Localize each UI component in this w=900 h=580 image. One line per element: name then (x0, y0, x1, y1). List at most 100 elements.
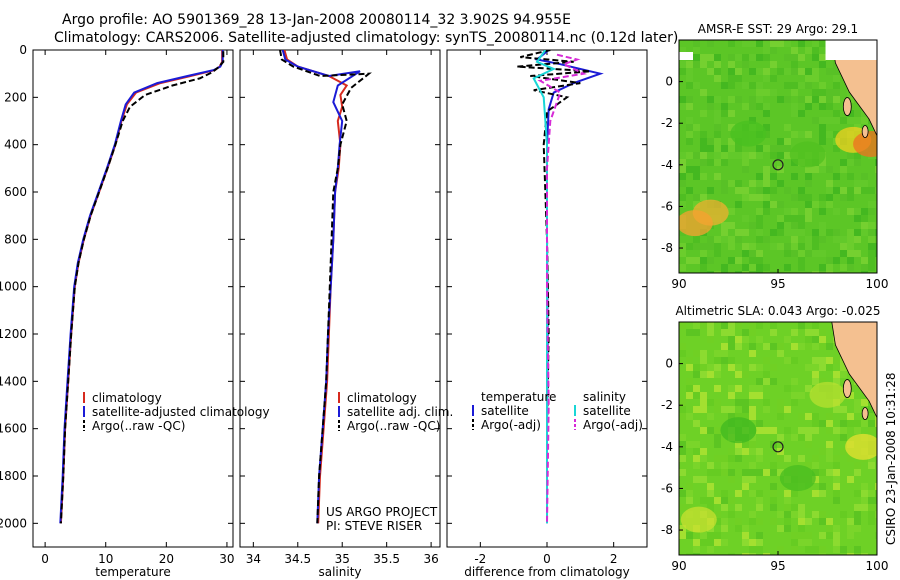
sla-map-blob (680, 506, 717, 533)
sla-map-cell (805, 343, 812, 350)
sst-map-cell (868, 187, 875, 194)
sst-map-cell (693, 236, 700, 243)
sst-map-cell (819, 54, 826, 61)
sst-map-cell (805, 173, 812, 180)
sst-map-nodata (825, 40, 877, 60)
sla-map-cell (819, 420, 826, 427)
sla-map-cell (686, 532, 693, 539)
sst-map-ytick-label: -4 (661, 158, 673, 172)
sla-map-island (861, 407, 869, 420)
salinity-profile-series-argo-raw-qc- (279, 50, 372, 524)
sst-map-cell (679, 180, 686, 187)
sst-map-cell (756, 68, 763, 75)
sst-map-cell (679, 47, 686, 54)
sla-map-cell (847, 532, 854, 539)
sla-map-cell (770, 364, 777, 371)
sla-map-cell (707, 462, 714, 469)
sst-map-cell (763, 131, 770, 138)
sst-map-ytick-label: 0 (665, 75, 673, 89)
sla-map-cell (805, 329, 812, 336)
sla-map-cell (714, 350, 721, 357)
sla-map-cell (735, 518, 742, 525)
sst-map-cell (756, 173, 763, 180)
diff-legend-temp-heading: temperature (481, 390, 556, 404)
sst-map-cell (714, 152, 721, 159)
sst-map-cell (854, 117, 861, 124)
sst-map-cell (756, 222, 763, 229)
sla-map-xtick-label: 95 (770, 559, 785, 573)
sla-map-cell (728, 469, 735, 476)
sst-map-cell (847, 208, 854, 215)
sst-map-blob (853, 131, 877, 158)
sla-map-cell (721, 406, 728, 413)
sla-map-blob (720, 417, 757, 444)
sst-map-cell (819, 61, 826, 68)
sst-map-cell (707, 187, 714, 194)
sla-map-cell (854, 490, 861, 497)
sst-map-cell (728, 180, 735, 187)
sla-map-cell (812, 462, 819, 469)
sst-map-cell (735, 271, 742, 273)
sla-map-cell (847, 392, 854, 399)
sla-map-cell (707, 371, 714, 378)
sst-map-cell (875, 243, 877, 250)
sla-map-cell (686, 504, 693, 511)
sst-map-cell (777, 96, 784, 103)
sla-map-cell (812, 490, 819, 497)
sla-map-cell (749, 343, 756, 350)
sla-map-cell (707, 329, 714, 336)
sst-map-cell (707, 243, 714, 250)
sst-map-cell (679, 96, 686, 103)
sst-map-cell (735, 75, 742, 82)
sla-map-cell (819, 329, 826, 336)
sst-map-cell (861, 117, 868, 124)
sla-map-cell (861, 553, 868, 555)
sst-map-cell (861, 180, 868, 187)
sla-map-cell (833, 469, 840, 476)
sla-map-cell (854, 511, 861, 518)
sst-map-cell (721, 103, 728, 110)
sst-map-cell (777, 201, 784, 208)
sst-map-field (679, 40, 877, 273)
sst-map-cell (819, 271, 826, 273)
sst-map-cell (812, 243, 819, 250)
sst-map-cell (826, 103, 833, 110)
sst-map-cell (798, 131, 805, 138)
sst-map-cell (826, 131, 833, 138)
sst-map-cell (791, 236, 798, 243)
sst-map-cell (854, 236, 861, 243)
sst-map-cell (861, 222, 868, 229)
sst-map-cell (875, 159, 877, 166)
sla-map-cell (854, 420, 861, 427)
depth-tick-label: 800 (4, 232, 27, 246)
sla-map-cell (756, 504, 763, 511)
sst-map-cell (784, 250, 791, 257)
sst-map-cell (840, 243, 847, 250)
sla-map-cell (833, 378, 840, 385)
sla-map-cell (868, 455, 875, 462)
sst-map-cell (749, 271, 756, 273)
sst-map-cell (756, 96, 763, 103)
sla-map-cell (840, 413, 847, 420)
sst-map-cell (700, 271, 707, 273)
sst-map-cell (714, 138, 721, 145)
sst-map-cell (812, 68, 819, 75)
sst-map-cell (721, 236, 728, 243)
sla-map-cell (805, 546, 812, 553)
sst-map-cell (714, 61, 721, 68)
sla-map-cell (700, 532, 707, 539)
sst-map-cell (812, 40, 819, 47)
sst-map-cell (875, 250, 877, 257)
sla-map-field (679, 322, 877, 555)
sst-map-cell (812, 75, 819, 82)
sst-map-cell (847, 173, 854, 180)
sst-map-cell (798, 215, 805, 222)
sla-map-cell (833, 532, 840, 539)
sst-map-cell (798, 187, 805, 194)
sla-map-cell (819, 343, 826, 350)
sst-map-argo-marker (772, 159, 784, 171)
sst-map-cell (756, 54, 763, 61)
sst-map-cell (700, 152, 707, 159)
sst-map-cell (854, 208, 861, 215)
sst-map-cell (833, 229, 840, 236)
